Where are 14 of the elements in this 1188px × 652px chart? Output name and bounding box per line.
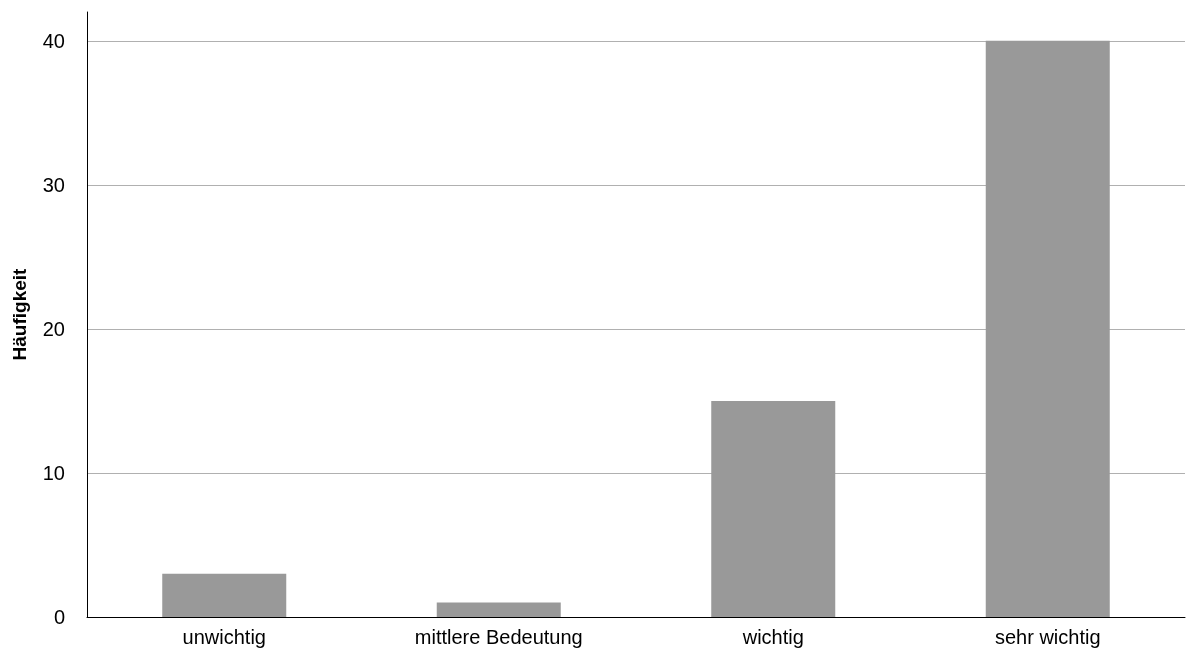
bar: [436, 602, 561, 617]
y-tick-label: 40: [42, 29, 65, 52]
x-tick-label: wichtig: [741, 626, 804, 648]
x-tick-label: sehr wichtig: [994, 626, 1101, 648]
y-tick-label: 0: [53, 606, 65, 628]
bar: [711, 400, 836, 617]
x-tick-label: mittlere Bedeutung: [414, 626, 583, 648]
y-tick-label: 10: [42, 461, 65, 484]
y-tick-label: 30: [42, 173, 65, 196]
bar: [162, 573, 287, 617]
y-tick-label: 20: [42, 317, 65, 340]
bar: [985, 40, 1110, 617]
y-axis-title: Häufigkeit: [9, 267, 30, 361]
x-tick-label: unwichtig: [182, 626, 266, 648]
